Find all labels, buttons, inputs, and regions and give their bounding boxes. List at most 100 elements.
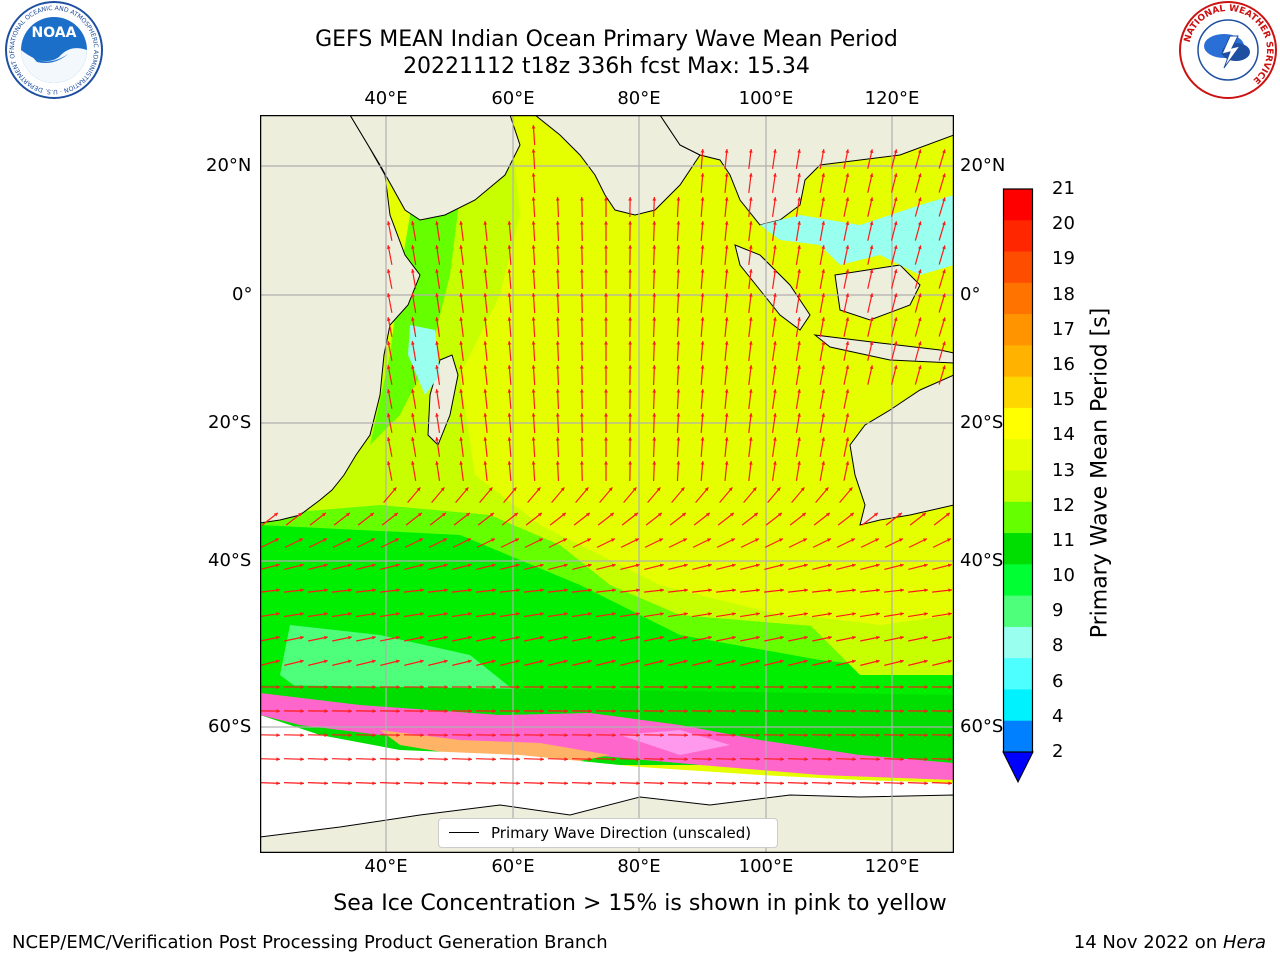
wave-arrow-head bbox=[516, 588, 520, 593]
wave-arrow-head bbox=[893, 365, 898, 370]
colorbar-segment bbox=[1003, 376, 1033, 409]
wave-arrow-head bbox=[564, 612, 568, 616]
wave-arrow-head bbox=[873, 512, 878, 517]
wave-arrow-head bbox=[483, 461, 488, 465]
wave-arrow-head bbox=[732, 685, 736, 689]
wave-arrow-head bbox=[659, 659, 664, 664]
wave-arrow-head bbox=[748, 437, 753, 441]
wave-arrow-head bbox=[700, 149, 705, 153]
lon-tick-bottom-120e: 120°E bbox=[864, 856, 920, 877]
lat-tick-left-0: 0° bbox=[232, 284, 253, 305]
wave-arrow-head bbox=[893, 149, 898, 154]
wave-arrow-head bbox=[507, 413, 512, 417]
wave-arrow-head bbox=[628, 197, 633, 201]
wave-arrow-head bbox=[492, 685, 496, 689]
wave-arrow-head bbox=[756, 757, 760, 762]
wave-arrow-head bbox=[676, 293, 681, 297]
wave-arrow-head bbox=[274, 538, 279, 542]
wave-arrow-head bbox=[531, 149, 536, 153]
wave-arrow-head bbox=[797, 317, 801, 321]
wave-arrow-head bbox=[324, 709, 328, 713]
colorbar-tick-label: 2 bbox=[1052, 741, 1064, 762]
wave-arrow-head bbox=[386, 413, 391, 417]
arabia-land bbox=[349, 115, 521, 221]
wave-arrow-head bbox=[849, 512, 854, 517]
wave-arrow-head bbox=[724, 317, 729, 321]
wave-arrow-head bbox=[700, 221, 705, 225]
wave-arrow-head bbox=[540, 757, 544, 762]
wave-arrow-head bbox=[636, 612, 640, 616]
wave-arrow-head bbox=[555, 197, 560, 201]
wave-arrow-head bbox=[652, 293, 657, 297]
wave-arrow-head bbox=[555, 461, 560, 465]
wave-arrow-head bbox=[676, 389, 681, 393]
lon-tick-top-80e: 80°E bbox=[617, 88, 661, 109]
wave-arrow-head bbox=[588, 733, 592, 738]
wave-arrow-head bbox=[851, 659, 856, 664]
wave-arrow-head bbox=[636, 733, 640, 738]
wave-arrow-head bbox=[386, 245, 391, 249]
colorbar-tick-label: 17 bbox=[1052, 318, 1075, 340]
wave-arrow-head bbox=[924, 685, 928, 689]
wave-arrow-head bbox=[845, 437, 850, 442]
wave-arrow-head bbox=[515, 563, 520, 568]
wave-arrow-head bbox=[923, 635, 928, 640]
wave-arrow-head bbox=[420, 685, 424, 689]
wave-arrow-head bbox=[468, 781, 472, 786]
wave-arrow-head bbox=[386, 437, 391, 441]
wave-arrow-head bbox=[779, 659, 784, 664]
wave-arrow-head bbox=[845, 317, 850, 322]
wave-arrow-head bbox=[706, 538, 711, 542]
wave-arrow-head bbox=[299, 659, 304, 664]
footer-credit: NCEP/EMC/Verification Post Processing Pr… bbox=[12, 932, 608, 953]
sea-ice-pink bbox=[260, 693, 954, 780]
wave-arrow-head bbox=[773, 293, 777, 297]
lon-tick-top-120e: 120°E bbox=[864, 88, 920, 109]
wave-arrow-head bbox=[700, 437, 705, 441]
wave-arrow-head bbox=[396, 709, 400, 713]
wave-arrow-head bbox=[707, 635, 712, 640]
wave-arrow-head bbox=[779, 563, 784, 568]
lat-tick-right-20n: 20°N bbox=[960, 155, 1006, 176]
lat-tick-right-40s: 40°S bbox=[960, 550, 1004, 571]
wave-arrow-head bbox=[604, 245, 608, 249]
colorbar-under-arrow bbox=[1002, 751, 1034, 784]
wave-arrow-head bbox=[507, 389, 512, 393]
wave-arrow-head bbox=[893, 197, 898, 202]
wave-arrow-head bbox=[724, 461, 729, 465]
wave-arrow-head bbox=[876, 685, 880, 689]
wave-arrow-head bbox=[700, 173, 705, 177]
wave-arrow-head bbox=[729, 512, 734, 517]
wave-arrow-head bbox=[683, 635, 688, 640]
wave-arrow-head bbox=[555, 293, 560, 297]
wave-arrow-head bbox=[700, 461, 705, 465]
wave-arrow-head bbox=[652, 341, 657, 345]
wave-arrow-head bbox=[797, 365, 801, 369]
wave-arrow-head bbox=[588, 685, 592, 689]
colorbar-segment bbox=[1003, 251, 1033, 284]
wave-arrow-head bbox=[700, 365, 705, 369]
wave-arrow-head bbox=[821, 461, 826, 465]
wave-arrow-head bbox=[681, 512, 686, 517]
java-land bbox=[813, 334, 954, 364]
wave-arrow-head bbox=[900, 757, 904, 762]
wave-arrow-head bbox=[948, 588, 952, 593]
wave-arrow-head bbox=[700, 245, 705, 249]
wave-arrow-head bbox=[324, 685, 328, 689]
wave-arrow-head bbox=[845, 173, 850, 178]
wave-arrow-head bbox=[724, 269, 729, 273]
lat-tick-right-20s: 20°S bbox=[960, 412, 1004, 433]
lon-tick-bottom-100e: 100°E bbox=[738, 856, 794, 877]
wave-arrow-head bbox=[756, 733, 760, 738]
wave-arrow-head bbox=[276, 733, 280, 738]
wave-arrow-head bbox=[507, 341, 512, 345]
wave-direction-arrows bbox=[260, 124, 953, 786]
wave-arrow-head bbox=[628, 365, 633, 369]
wave-arrow-head bbox=[660, 709, 664, 713]
wave-arrow-head bbox=[300, 781, 304, 786]
wave-arrow-head bbox=[323, 659, 328, 664]
wave-arrow-head bbox=[604, 461, 608, 465]
wave-arrow-head bbox=[708, 685, 712, 689]
wave-arrow-head bbox=[588, 781, 592, 786]
wave-arrow-head bbox=[540, 709, 544, 713]
